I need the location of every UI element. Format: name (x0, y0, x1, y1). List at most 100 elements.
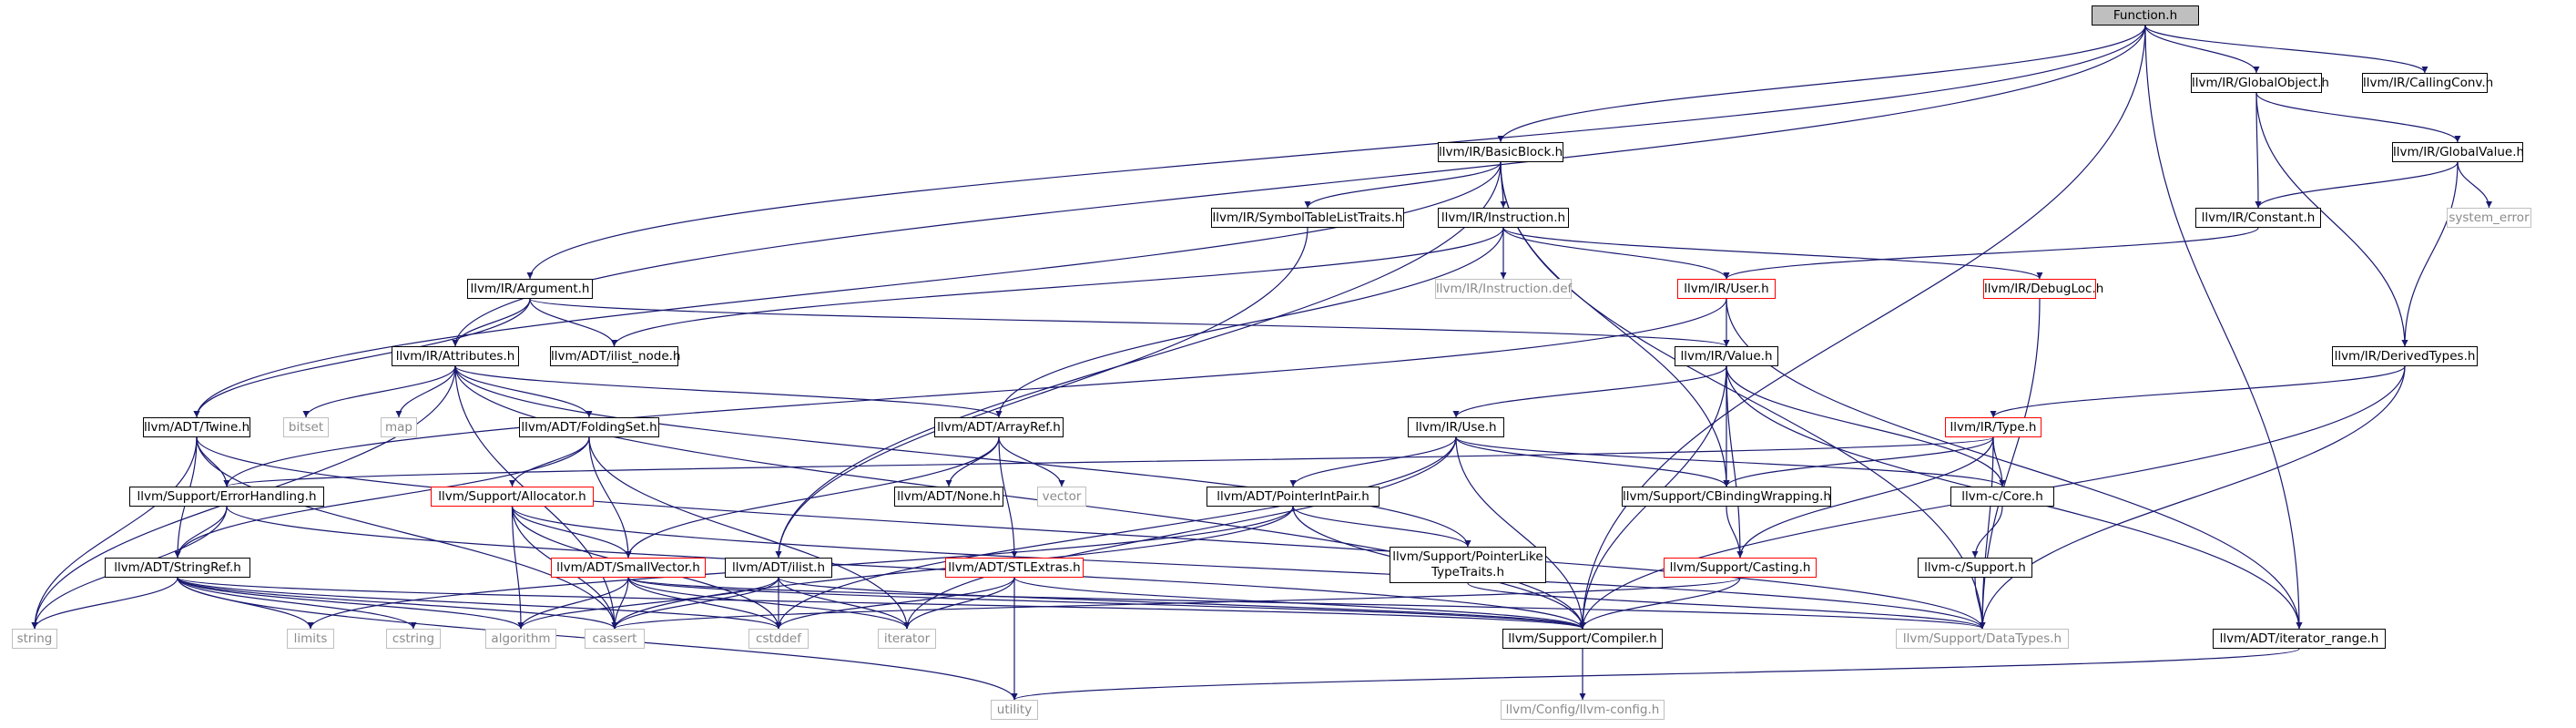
node-adt-pointerintpair-h[interactable]: llvm/ADT/PointerIntPair.h (1207, 487, 1380, 507)
edge-pointerlike-to-datatypes (1467, 582, 1986, 630)
edge-argument-to-value (529, 298, 1730, 347)
edge-use-to-core (1455, 436, 2006, 487)
edge-attributes-to-map (395, 365, 456, 418)
edge-basicblock-to-symtab (1304, 161, 1502, 209)
edge-globalvalue-to-derivedtypes (2401, 161, 2459, 347)
node-ir-derivedtypes-h[interactable]: llvm/IR/DerivedTypes.h (2332, 346, 2478, 366)
node-ir-globalobject-h[interactable]: llvm/IR/GlobalObject.h (2191, 73, 2329, 93)
edge-casting-to-cassert (611, 577, 1741, 630)
node-cstring: cstring (386, 629, 441, 649)
edge-arrayref-to-stlextras (998, 436, 1018, 559)
node-ir-constant-h[interactable]: llvm/IR/Constant.h (2195, 208, 2321, 228)
edge-globalobject-to-globalvalue (2255, 92, 2461, 143)
node-utility: utility (991, 700, 1038, 720)
edge-foldingset-to-stringref (174, 436, 590, 559)
edge-symtab-to-ilist (775, 227, 1308, 559)
node-ir-symboltablelisttraits-h[interactable]: llvm/IR/SymbolTableListTraits.h (1211, 208, 1404, 228)
edge-ilist-to-iterator (778, 577, 911, 630)
edge-twine-to-cassert (196, 436, 618, 630)
node-adt-stringref-h[interactable]: llvm/ADT/StringRef.h (105, 558, 250, 578)
edge-stringref-to-cstddef (177, 577, 782, 630)
node-ir-basicblock-h[interactable]: llvm/IR/BasicBlock.h (1438, 142, 1563, 162)
edge-user-to-errorhandling (223, 298, 1727, 487)
node-support-compiler-h[interactable]: llvm/Support/Compiler.h (1502, 629, 1663, 649)
node-ir-instruction-h[interactable]: llvm/IR/Instruction.h (1438, 208, 1569, 228)
edge-value-to-core (1726, 365, 2006, 487)
node-function-h: Function.h (2092, 5, 2199, 26)
node-config-llvm-config-h: llvm/Config/llvm-config.h (1501, 700, 1665, 720)
edge-function_h-to-basicblock (1497, 25, 2146, 143)
edge-allocator-to-smallvector (511, 506, 632, 559)
edge-attributes-to-arrayref (454, 365, 1003, 418)
node-ir-callingconv-h[interactable]: llvm/IR/CallingConv.h (2362, 73, 2493, 93)
edge-globalobject-to-derivedtypes (2255, 92, 2408, 347)
edge-allocator-to-datatypes (511, 506, 1986, 630)
edge-use-to-pointerintpair (1289, 436, 1457, 487)
node-adt-smallvector-h[interactable]: llvm/ADT/SmallVector.h (551, 558, 706, 578)
edge-smallvector-to-compiler (627, 577, 1586, 630)
edge-stlextras-to-compiler (1013, 577, 1586, 630)
edge-support-to-datatypes (1974, 577, 1986, 630)
edge-attributes-to-bitset (302, 365, 456, 418)
edge-stringref-to-cstring (177, 577, 417, 630)
edge-globalvalue-to-constant (2255, 161, 2459, 209)
edge-derivedtypes-to-type (1990, 365, 2406, 418)
node-support-errorhandling-h[interactable]: llvm/Support/ErrorHandling.h (129, 487, 324, 507)
edge-stringref-to-cassert (177, 577, 618, 630)
edge-constant-to-user (1723, 227, 2259, 280)
edge-globalvalue-to-system_error (2457, 161, 2492, 209)
node-adt-ilist-node-h[interactable]: llvm/ADT/ilist_node.h (550, 346, 680, 366)
node-adt-arrayref-h[interactable]: llvm/ADT/ArrayRef.h (934, 417, 1064, 437)
edge-use-to-cbinding (1455, 436, 1730, 487)
edge-function_h-to-globalobject (2144, 25, 2260, 74)
edge-type-to-casting (1736, 436, 1994, 559)
node-adt-ilist-h[interactable]: llvm/ADT/ilist.h (725, 558, 832, 578)
node-ir-debugloc-h[interactable]: llvm/IR/DebugLoc.h (1983, 279, 2103, 299)
node-llvm-c-support-h[interactable]: llvm-c/Support.h (1918, 558, 2032, 578)
node-support-datatypes-h: llvm/Support/DataTypes.h (1896, 629, 2069, 649)
node-system-error: system_error (2447, 208, 2531, 228)
edge-instruction-to-debugloc (1502, 227, 2043, 280)
edge-arrayref-to-smallvector (625, 436, 1000, 559)
edge-instruction-to-arrayref (995, 227, 1504, 418)
edge-smallvector-to-cstddef (627, 577, 782, 630)
node-llvm-c-core-h[interactable]: llvm-c/Core.h (1950, 487, 2054, 507)
node-adt-iterator-range-h[interactable]: llvm/ADT/iterator_range.h (2213, 629, 2386, 649)
node-ir-use-h[interactable]: llvm/IR/Use.h (1408, 417, 1504, 437)
edge-function_h-to-iterator_range (2144, 25, 2303, 630)
node-ir-argument-h[interactable]: llvm/IR/Argument.h (467, 279, 593, 299)
node-vector: vector (1037, 487, 1086, 507)
node-ir-attributes-h[interactable]: llvm/IR/Attributes.h (392, 346, 519, 366)
node-ir-instruction-def: llvm/IR/Instruction.def (1435, 279, 1572, 299)
edge-argument-to-attributes (452, 298, 531, 347)
node-map: map (381, 417, 417, 437)
edge-derivedtypes-to-datatypes (1979, 365, 2406, 630)
node-algorithm: algorithm (485, 629, 556, 649)
node-adt-none-h[interactable]: llvm/ADT/None.h (894, 487, 1003, 507)
edge-pointerintpair-to-pointerlike (1292, 506, 1471, 548)
node-support-pointerliketypetraits-h[interactable]: llvm/Support/PointerLike TypeTraits.h (1390, 547, 1546, 583)
node-cstddef: cstddef (748, 629, 809, 649)
node-adt-foldingset-h[interactable]: llvm/ADT/FoldingSet.h (519, 417, 659, 437)
edge-stringref-to-compiler (177, 577, 1586, 630)
edge-ilist-to-algorithm (517, 577, 779, 630)
edge-smallvector-to-iterator (627, 577, 911, 630)
node-ir-value-h[interactable]: llvm/IR/Value.h (1675, 346, 1778, 366)
edge-basicblock-to-datatypes (1500, 161, 1986, 630)
edge-errorhandling-to-stringref (174, 506, 228, 559)
edge-arrayref-to-vector (998, 436, 1065, 487)
edge-stringref-to-algorithm (177, 577, 524, 630)
node-ir-globalvalue-h[interactable]: llvm/IR/GlobalValue.h (2392, 142, 2524, 162)
edge-use-to-cstddef (775, 436, 1457, 630)
node-adt-twine-h[interactable]: llvm/ADT/Twine.h (143, 417, 250, 437)
node-ir-type-h[interactable]: llvm/IR/Type.h (1945, 417, 2041, 437)
node-support-casting-h[interactable]: llvm/Support/Casting.h (1664, 558, 1817, 578)
edge-smallvector-to-algorithm (517, 577, 629, 630)
node-adt-stlextras-h[interactable]: llvm/ADT/STLExtras.h (945, 558, 1084, 578)
edge-stlextras-to-cstddef (775, 577, 1015, 630)
node-support-cbindingwrapping-h[interactable]: llvm/Support/CBindingWrapping.h (1622, 487, 1831, 507)
node-ir-user-h[interactable]: llvm/IR/User.h (1677, 279, 1776, 299)
node-support-allocator-h[interactable]: llvm/Support/Allocator.h (431, 487, 594, 507)
